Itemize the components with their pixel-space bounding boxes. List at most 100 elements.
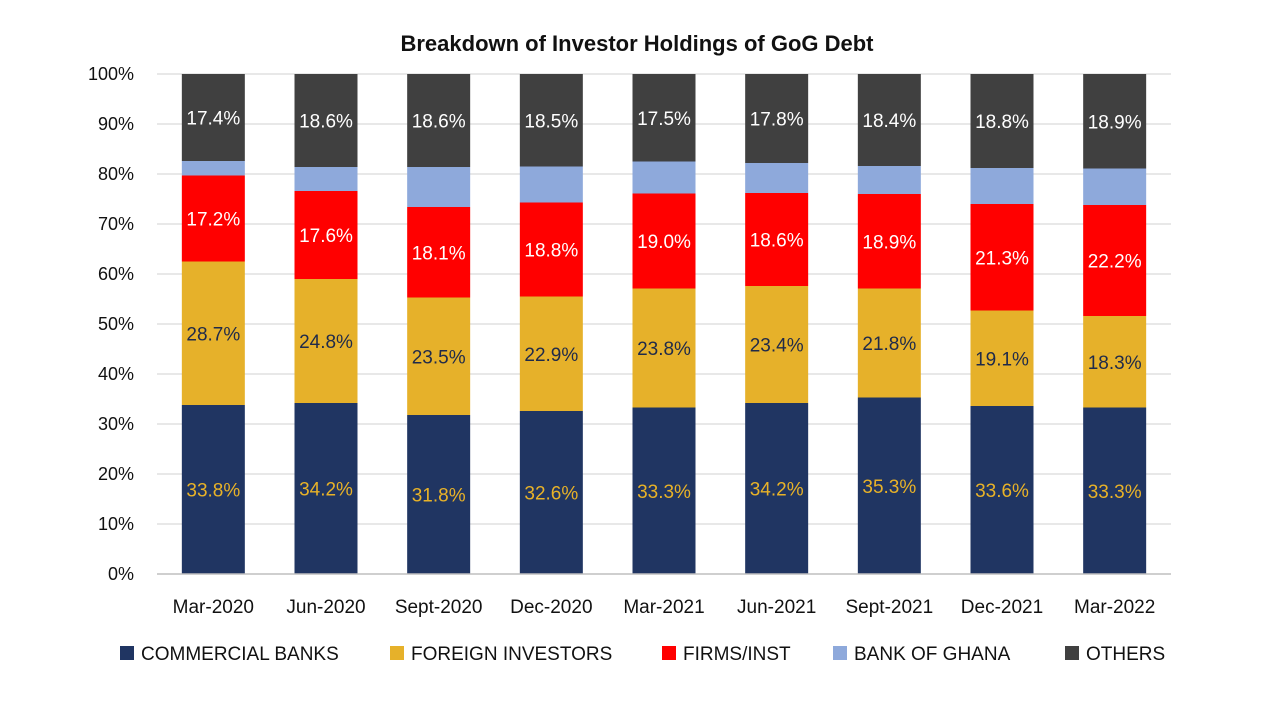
data-label: 22.9% [524, 345, 578, 366]
data-label: 34.2% [299, 480, 353, 501]
bar-segment [970, 168, 1034, 204]
bar-segment [294, 167, 358, 191]
x-tick-label: Mar-2022 [1074, 597, 1155, 618]
bar-segment [970, 204, 1034, 311]
bar-segment [519, 296, 583, 411]
data-label: 33.3% [637, 482, 691, 503]
bar-segment [1083, 407, 1147, 574]
y-tick-label: 80% [98, 164, 134, 184]
data-labels: 33.8% 28.7% 17.2% 17.4% 34.2% 24.8% 17.6% 18.6%… [186, 109, 1141, 507]
bar-segment [181, 261, 245, 405]
data-label: 28.7% [186, 324, 240, 345]
data-label: 21.3% [975, 248, 1029, 269]
x-tick-label: Sept-2020 [395, 597, 483, 618]
legend-label: FIRMS/INST [683, 644, 791, 665]
x-tick-label: Jun-2020 [286, 597, 365, 618]
bar-segment [407, 207, 471, 298]
bar-segment [632, 161, 696, 194]
data-label: 19.0% [637, 232, 691, 253]
bar-segment [1083, 205, 1147, 316]
bar-segment [745, 286, 809, 403]
bar-segment [294, 191, 358, 279]
data-label: 23.4% [750, 336, 804, 357]
bar-segment [857, 288, 921, 398]
bar-segment [181, 74, 245, 161]
bar-segment [181, 405, 245, 574]
bar-segment [1083, 316, 1147, 408]
bar-segment [519, 166, 583, 203]
y-tick-label: 100% [88, 64, 134, 84]
bar-segment [294, 74, 358, 167]
bar-segment [181, 175, 245, 262]
x-tick-label: Dec-2020 [510, 597, 592, 618]
data-label: 18.9% [862, 232, 916, 253]
bar-segment [294, 403, 358, 574]
data-label: 18.6% [412, 112, 466, 133]
data-label: 17.6% [299, 226, 353, 247]
legend-swatch [833, 646, 847, 660]
data-label: 18.5% [524, 111, 578, 132]
bar-segment [519, 411, 583, 574]
bars [181, 74, 1147, 574]
data-label: 22.2% [1088, 252, 1142, 273]
bar-segment [632, 288, 696, 408]
bar-segment [857, 74, 921, 166]
bar-segment [632, 407, 696, 574]
x-tick-label: Mar-2021 [623, 597, 704, 618]
bar-segment [294, 279, 358, 403]
y-tick-label: 30% [98, 414, 134, 434]
bar-segment [519, 202, 583, 297]
data-label: 33.6% [975, 481, 1029, 502]
bar-segment [745, 403, 809, 574]
chart-title: Breakdown of Investor Holdings of GoG De… [400, 31, 874, 56]
data-label: 17.5% [637, 109, 691, 130]
bar-segment [1083, 74, 1147, 169]
data-label: 17.2% [186, 210, 240, 231]
data-label: 33.8% [186, 481, 240, 502]
data-label: 18.6% [299, 112, 353, 133]
x-axis-ticks: Mar-2020 Jun-2020 Sept-2020 Dec-2020 Mar-202… [173, 597, 1156, 618]
data-label: 23.8% [637, 339, 691, 360]
data-label: 18.9% [1088, 112, 1142, 133]
data-label: 18.3% [1088, 353, 1142, 374]
bar-segment [970, 310, 1034, 406]
legend: COMMERCIAL BANKS FOREIGN INVESTORS FIRMS/I… [120, 644, 1165, 665]
bar-segment [407, 167, 471, 207]
bar-segment [970, 406, 1034, 574]
data-label: 32.6% [524, 484, 578, 505]
bar-segment [1083, 168, 1147, 205]
bar-segment [970, 74, 1034, 168]
data-label: 17.8% [750, 110, 804, 131]
data-label: 31.8% [412, 486, 466, 507]
legend-label: OTHERS [1086, 644, 1165, 665]
y-tick-label: 20% [98, 464, 134, 484]
bar-segment [745, 163, 809, 193]
legend-swatch [120, 646, 134, 660]
bar-segment [632, 74, 696, 162]
data-label: 17.4% [186, 109, 240, 130]
data-label: 18.6% [750, 231, 804, 252]
data-label: 18.1% [412, 243, 466, 264]
bar-segment [632, 193, 696, 289]
x-tick-label: Mar-2020 [173, 597, 254, 618]
bar-segment [181, 161, 245, 176]
bar-segment [519, 74, 583, 167]
data-label: 35.3% [862, 477, 916, 498]
legend-swatch [390, 646, 404, 660]
bar-segment [857, 397, 921, 574]
data-label: 21.8% [862, 334, 916, 355]
x-tick-label: Sept-2021 [845, 597, 933, 618]
bar-segment [745, 193, 809, 286]
bar-segment [857, 166, 921, 194]
y-tick-label: 90% [98, 114, 134, 134]
data-label: 18.8% [975, 112, 1029, 133]
legend-label: BANK OF GHANA [854, 644, 1011, 665]
data-label: 23.5% [412, 347, 466, 368]
data-label: 18.8% [524, 241, 578, 262]
bar-segment [407, 297, 471, 415]
bar-segment [407, 415, 471, 574]
x-tick-label: Dec-2021 [961, 597, 1043, 618]
bar-segment [857, 194, 921, 289]
